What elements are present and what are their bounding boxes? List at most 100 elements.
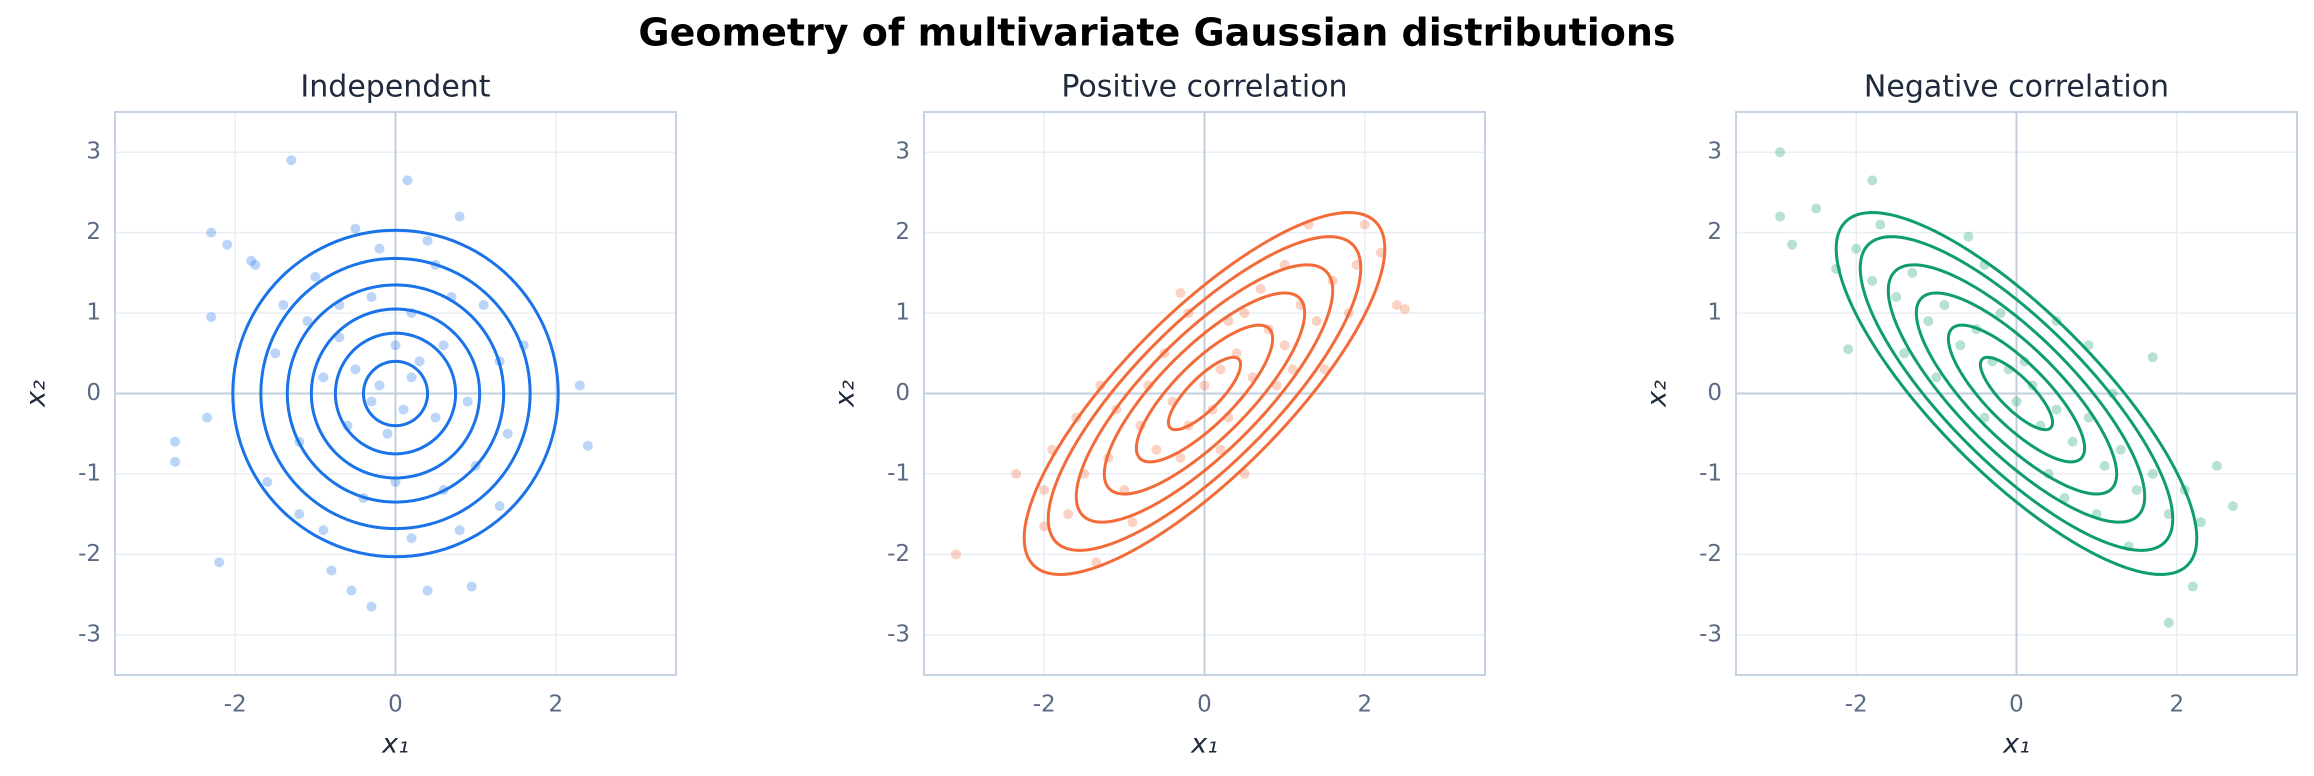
point [2211, 460, 2222, 471]
x-axis-label: x₁ [1190, 729, 1218, 760]
point [454, 211, 465, 222]
point [1063, 509, 1074, 520]
point [2051, 404, 2062, 415]
point [2011, 396, 2022, 407]
plot-frame [1735, 111, 2298, 676]
point [2187, 581, 2198, 592]
point [1215, 364, 1226, 375]
point [2115, 444, 2126, 455]
point [398, 404, 409, 415]
contour [1834, 211, 2199, 576]
point [302, 316, 313, 327]
point [270, 348, 281, 359]
y-tick-label: 2 [86, 219, 101, 245]
point [1955, 340, 1966, 351]
point [1231, 348, 1242, 359]
point [1287, 364, 1298, 375]
point [454, 525, 465, 536]
point [318, 525, 329, 536]
point [206, 227, 217, 238]
point [951, 549, 962, 560]
point [1851, 243, 1862, 254]
point [374, 243, 385, 254]
point [1095, 380, 1106, 391]
point [502, 428, 513, 439]
point [582, 440, 593, 451]
point [1311, 316, 1322, 327]
y-tick-label: 1 [895, 300, 910, 326]
x-tick-label: -2 [1845, 692, 1868, 718]
contour [1134, 323, 1275, 464]
x-tick-label: -2 [1033, 692, 1056, 718]
point [438, 340, 449, 351]
y-tick-label: 3 [895, 139, 910, 165]
point [1923, 316, 1934, 327]
point [1143, 380, 1154, 391]
point [1359, 219, 1370, 230]
point [318, 372, 329, 383]
point [1239, 308, 1250, 319]
point [2163, 617, 2174, 628]
point [2099, 460, 2110, 471]
point [1775, 147, 1786, 158]
point [250, 259, 261, 270]
subplot-title: Negative correlation [1864, 70, 2169, 105]
point [462, 396, 473, 407]
point [366, 396, 377, 407]
point [286, 155, 297, 166]
point [2195, 517, 2206, 528]
y-tick-label: 1 [1707, 300, 1722, 326]
y-tick-label: -2 [887, 541, 910, 567]
point [1939, 300, 1950, 311]
point [422, 235, 433, 246]
point [262, 476, 273, 487]
y-tick-label: 1 [86, 300, 101, 326]
point [1963, 231, 1974, 242]
point [1391, 300, 1402, 311]
point [246, 255, 257, 266]
point [374, 380, 385, 391]
x-tick-label: 0 [1197, 692, 1212, 718]
x-tick-label: 0 [388, 692, 403, 718]
y-tick-label: 0 [895, 380, 910, 406]
point [2131, 485, 2142, 496]
y-tick-label: -3 [887, 621, 910, 647]
point [326, 565, 337, 576]
y-tick-label: -1 [887, 460, 910, 486]
point [1899, 348, 1910, 359]
point [382, 428, 393, 439]
point [1931, 372, 1942, 383]
point [278, 300, 289, 311]
contour [333, 331, 458, 456]
contour [1914, 291, 2119, 496]
point [1319, 364, 1330, 375]
point [402, 175, 413, 186]
y-tick-label: -1 [78, 460, 101, 486]
point [414, 356, 425, 367]
y-tick-label: 3 [1707, 139, 1722, 165]
contour [1166, 355, 1243, 432]
point [1399, 304, 1410, 315]
figure-title: Geometry of multivariate Gaussian distri… [638, 11, 1675, 55]
point [170, 436, 181, 447]
point [2227, 501, 2238, 512]
contour [1886, 263, 2147, 524]
plot-frame [114, 111, 677, 676]
x-tick-label: 2 [2169, 692, 2184, 718]
point [1127, 517, 1138, 528]
point [574, 380, 585, 391]
point [346, 585, 357, 596]
contour [1102, 291, 1307, 496]
y-axis-label: x₂ [21, 380, 52, 408]
contour [361, 359, 430, 428]
point [1175, 287, 1186, 298]
point [1891, 291, 1902, 302]
subplot-title: Positive correlation [1061, 70, 1347, 105]
y-tick-label: -3 [1699, 621, 1722, 647]
contour [1022, 211, 1387, 576]
point [1843, 344, 1854, 355]
y-tick-label: -2 [78, 541, 101, 567]
point [478, 300, 489, 311]
contour [1946, 323, 2087, 464]
